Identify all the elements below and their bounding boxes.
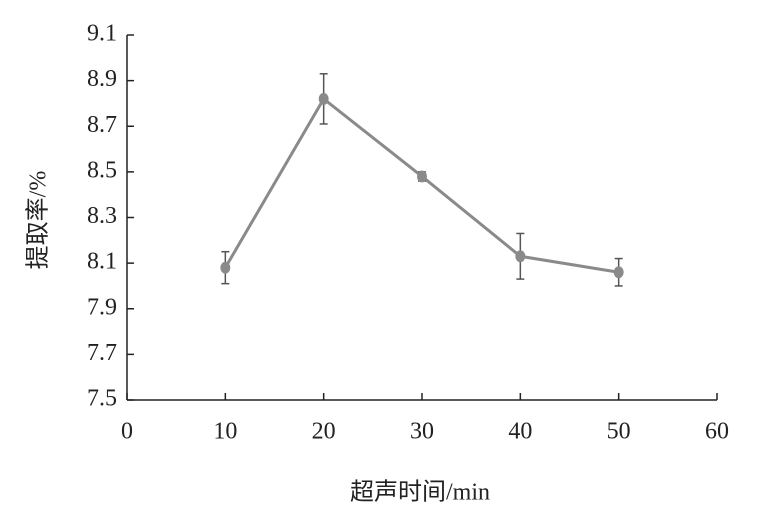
y-tick-label: 8.3 (87, 203, 117, 229)
y-tick-label: 8.1 (87, 249, 117, 275)
y-tick-label: 8.9 (87, 66, 117, 92)
x-tick-label: 0 (121, 419, 133, 445)
x-axis-label: 超声时间/min (350, 479, 490, 506)
x-tick-label: 20 (312, 419, 336, 445)
x-tick-label: 50 (607, 419, 631, 445)
y-tick-label: 8.5 (87, 157, 117, 183)
data-line (224, 96, 619, 274)
x-tick-label: 40 (508, 419, 532, 445)
y-axis-label: 提取率/% (25, 171, 52, 270)
x-tick-label: 30 (410, 419, 434, 445)
y-tick-label: 7.9 (87, 294, 117, 320)
x-tick-label: 60 (705, 419, 729, 445)
data-point (220, 261, 231, 274)
x-tick-label: 10 (213, 419, 237, 445)
y-tick-label: 8.7 (87, 112, 117, 138)
y-tick-label: 7.7 (87, 340, 117, 366)
y-tick-label: 9.1 (87, 21, 117, 47)
y-tick-label: 7.5 (87, 386, 117, 412)
data-point (515, 250, 526, 263)
data-point (417, 170, 427, 183)
data-point (613, 266, 624, 279)
data-point (318, 92, 329, 105)
